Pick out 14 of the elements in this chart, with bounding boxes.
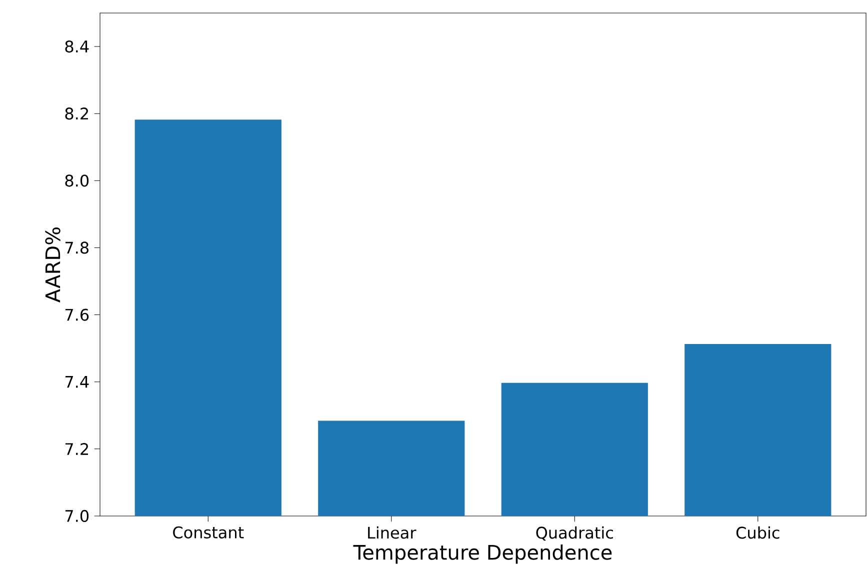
y-tick-label: 7.2 [65, 442, 88, 455]
x-axis-title: Temperature Dependence [353, 544, 612, 564]
x-tick-label: Cubic [736, 526, 780, 539]
y-axis-title: AARD% [45, 228, 60, 302]
x-tick-label: Linear [368, 526, 416, 539]
y-tick-label: 8.4 [65, 40, 89, 53]
y-tick-label: 8.0 [65, 174, 89, 187]
y-tick-label: 7.8 [65, 242, 88, 254]
y-tick-label: 7.4 [65, 376, 89, 388]
y-tick-label: 7.0 [65, 510, 89, 522]
x-tick-label: Constant [173, 526, 244, 538]
x-tick-label: Quadratic [536, 526, 613, 541]
y-tick-label: 7.6 [65, 308, 89, 321]
y-tick-label: 8.2 [65, 108, 88, 120]
